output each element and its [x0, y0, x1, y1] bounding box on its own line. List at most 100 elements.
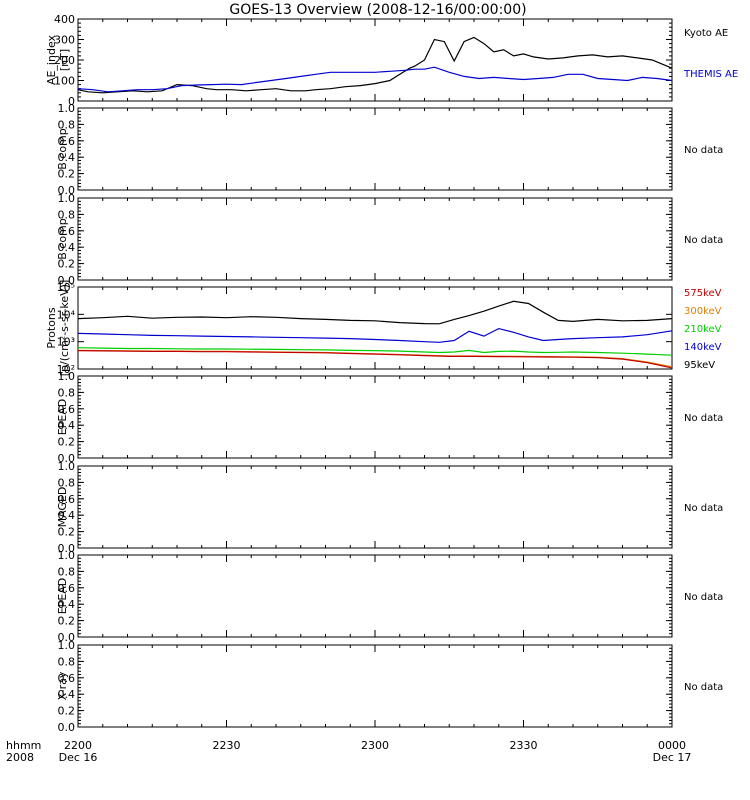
- y-tick-label: 100: [54, 75, 75, 88]
- y-axis-label: B comp: [56, 218, 69, 260]
- legend-label: 300keV: [684, 306, 722, 317]
- year-label: 2008: [6, 751, 34, 764]
- y-tick-label: 10⁴: [57, 308, 76, 321]
- y-tick-label: 0.8: [58, 386, 76, 399]
- series-line-themis-ae: [77, 66, 673, 93]
- x-tick-label: 2230: [213, 739, 241, 752]
- x-tick-label: 2200: [64, 739, 92, 752]
- y-tick-label: 0.8: [58, 118, 76, 131]
- y-tick-label: 0.2: [58, 526, 76, 539]
- panel-frame: [77, 644, 673, 728]
- panel-2: 0.0 0.2 0.4 0.6 0.8 1.0 B comp No data: [56, 102, 723, 197]
- y-tick-label: 0.6: [58, 403, 76, 416]
- panel-frame: [77, 554, 673, 638]
- series-line-210kev: [77, 347, 673, 356]
- y-tick-label: 0.0: [58, 631, 76, 644]
- legend-label: No data: [684, 503, 723, 514]
- y-axis-label: B comp: [56, 128, 69, 170]
- x-tick-date-label: Dec 17: [653, 751, 692, 764]
- y-tick-label: 0.2: [58, 168, 76, 181]
- legend-label: 140keV: [684, 342, 722, 353]
- y-tick-label: 0.2: [58, 436, 76, 449]
- y-tick-label: 0.6: [58, 493, 76, 506]
- panel-8: 0.0 0.2 0.4 0.6 0.8 1.0 X-ray No data: [56, 639, 723, 734]
- legend-label: 575keV: [684, 288, 722, 299]
- y-tick-label: 0.0: [58, 274, 76, 287]
- y-tick-label: 300: [54, 34, 75, 47]
- legend-label: Kyoto AE: [684, 28, 728, 39]
- panel-frame: [77, 197, 673, 281]
- y-tick-label: 0.6: [58, 135, 76, 148]
- y-tick-label: 0.2: [58, 258, 76, 271]
- panel-4: 10² 10³ 10⁴ 10⁵ Protons [p/(cm²-s-sr-keV)] 575…: [45, 280, 722, 377]
- y-axis-label: [nT]: [58, 49, 71, 71]
- y-tick-label: 0.8: [58, 565, 76, 578]
- legend-label: No data: [684, 413, 723, 424]
- y-axis-label: EPEAD: [56, 578, 69, 615]
- y-tick-label: 0.8: [58, 655, 76, 668]
- y-tick-label: 400: [54, 13, 75, 26]
- x-tick-label: 0000: [658, 739, 686, 752]
- y-tick-label: 0.0: [58, 542, 76, 555]
- y-tick-label: 0.0: [58, 184, 76, 197]
- y-tick-label: 1.0: [58, 460, 76, 473]
- y-axis-label: X-ray: [56, 671, 69, 700]
- y-tick-label: 1.0: [58, 370, 76, 383]
- legend-label: No data: [684, 682, 723, 693]
- x-tick-label: 2300: [361, 739, 389, 752]
- series-line-95kev: [77, 300, 673, 325]
- y-axis-label: MAGED: [56, 487, 69, 528]
- panel-frame: [77, 107, 673, 191]
- y-tick-label: 0.0: [58, 452, 76, 465]
- y-tick-label: 0.6: [58, 582, 76, 595]
- y-tick-label: 200: [54, 54, 75, 67]
- y-tick-label: 0.8: [58, 208, 76, 221]
- panel-1: 0 100 200 300 400 AE_index [nT] Kyoto AE THEMIS …: [45, 13, 738, 108]
- y-tick-label: 0.8: [58, 476, 76, 489]
- legend-label: No data: [684, 235, 723, 246]
- series-line-140kev: [77, 327, 673, 343]
- x-tick-date-label: Dec 16: [59, 751, 98, 764]
- legend-label: No data: [684, 592, 723, 603]
- y-tick-label: 1.0: [58, 549, 76, 562]
- y-tick-label: 0.6: [58, 672, 76, 685]
- legend-label: THEMIS AE: [683, 69, 738, 80]
- y-tick-label: 0.4: [58, 509, 76, 522]
- y-tick-label: 1.0: [58, 639, 76, 652]
- series-line-575kev: [77, 350, 673, 369]
- y-axis-label: Protons: [45, 307, 58, 348]
- y-tick-label: 0.2: [58, 615, 76, 628]
- legend-label: No data: [684, 145, 723, 156]
- y-tick-label: 0.4: [58, 241, 76, 254]
- y-tick-label: 0.2: [58, 705, 76, 718]
- legend-label: 95keV: [684, 360, 715, 371]
- y-tick-label: 0.6: [58, 225, 76, 238]
- series-line-kyoto-ae: [77, 36, 673, 94]
- y-axis-label: [p/(cm²-s-sr-keV)]: [58, 280, 71, 377]
- y-tick-label: 0.4: [58, 688, 76, 701]
- panel-3: 0.0 0.2 0.4 0.6 0.8 1.0 B comp No data: [56, 192, 723, 287]
- y-tick-label: 10²: [57, 363, 75, 376]
- y-tick-label: 1.0: [58, 102, 76, 115]
- panel-6: 0.0 0.2 0.4 0.6 0.8 1.0 MAGED No data: [56, 460, 723, 555]
- figure-title: GOES-13 Overview (2008-12-16/00:00:00): [229, 2, 526, 18]
- legend-label: 210keV: [684, 324, 722, 335]
- y-tick-label: 10⁵: [57, 281, 75, 294]
- panel-stack: 0 100 200 300 400 AE_index [nT] Kyoto AE THEMIS …: [45, 13, 738, 734]
- x-tick-label: 2330: [510, 739, 538, 752]
- y-tick-label: 0: [68, 95, 75, 108]
- y-tick-label: 0.4: [58, 151, 76, 164]
- y-tick-label: 1.0: [58, 192, 76, 205]
- y-tick-label: 0.4: [58, 598, 76, 611]
- y-tick-label: 10³: [57, 336, 75, 349]
- panel-7: 0.0 0.2 0.4 0.6 0.8 1.0 EPEAD No data: [56, 549, 723, 644]
- panel-5: 0.0 0.2 0.4 0.6 0.8 1.0 EPEAD No data: [56, 370, 723, 465]
- panel-frame: [77, 375, 673, 459]
- y-axis-label: AE_index: [45, 34, 58, 85]
- panel-frame: [77, 465, 673, 549]
- y-axis-label: EPEAD: [56, 399, 69, 436]
- y-tick-label: 0.4: [58, 419, 76, 432]
- time-format-label: hhmm: [6, 739, 41, 752]
